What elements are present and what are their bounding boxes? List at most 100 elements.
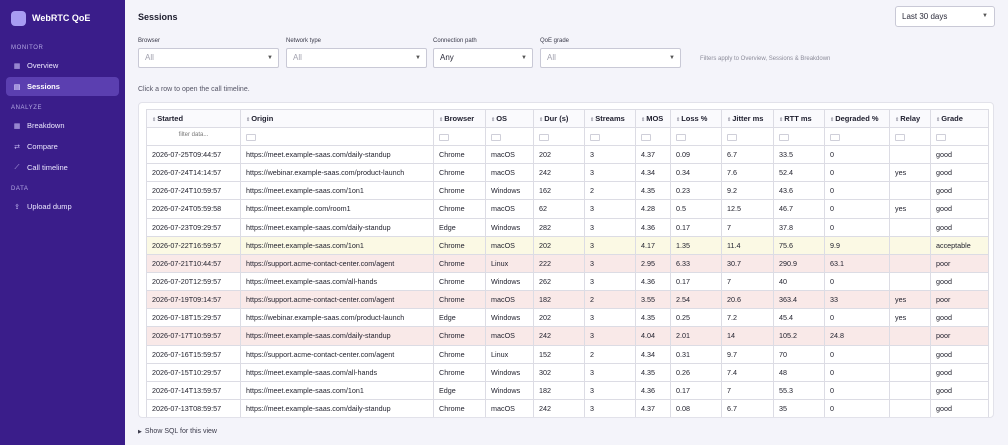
- table-row[interactable]: 2026-07-13T08:59:57 https://meet.example-…: [146, 398, 989, 417]
- column-filter-input[interactable]: filter data...: [178, 131, 209, 138]
- compare-icon: ⇄: [14, 143, 20, 151]
- column-header-degraded[interactable]: ⇕Degraded %: [824, 109, 890, 128]
- table-body: 2026-07-25T09:44:57 https://meet.example-…: [146, 144, 989, 417]
- grade-filter-label: QoE grade: [540, 38, 570, 44]
- column-filter-toggle[interactable]: [641, 133, 651, 141]
- table-cell: 3: [584, 271, 636, 292]
- table-cell: Chrome: [433, 344, 486, 364]
- table-cell: Edge: [433, 308, 486, 328]
- table-cell: 4.35: [635, 181, 671, 201]
- column-header-grade[interactable]: ⇕Grade: [930, 109, 989, 128]
- table-row[interactable]: 2026-07-24T10:59:57 https://meet.example-…: [146, 181, 989, 201]
- column-filter-toggle[interactable]: [676, 133, 686, 141]
- column-header-mos[interactable]: ⇕MOS: [635, 109, 671, 128]
- table-row[interactable]: 2026-07-19T09:14:57 https://support.acme-…: [146, 290, 989, 310]
- table-cell: 2026-07-20T12:59:57: [146, 271, 241, 292]
- sidebar-item-sessions[interactable]: ▤ Sessions: [6, 77, 119, 96]
- grade-select[interactable]: All ▼: [540, 48, 681, 68]
- table-cell: 7.4: [721, 362, 774, 382]
- column-header-started[interactable]: ⇕Started: [146, 109, 241, 128]
- table-cell: 0: [824, 362, 890, 382]
- table-cell: 45.4: [773, 308, 825, 328]
- table-cell: 14: [721, 326, 774, 346]
- table-cell: 1.35: [670, 235, 722, 255]
- column-header-dur-s[interactable]: ⇕Dur (s): [533, 109, 585, 128]
- table-cell: Linux: [485, 253, 534, 273]
- column-filter-toggle[interactable]: [830, 133, 840, 141]
- column-header-relay[interactable]: ⇕Relay: [889, 109, 931, 128]
- table-cell: macOS: [485, 163, 534, 183]
- table-row[interactable]: 2026-07-20T12:59:57 https://meet.example-…: [146, 271, 989, 292]
- column-header-origin[interactable]: ⇕Origin: [240, 109, 434, 128]
- table-row[interactable]: 2026-07-24T05:59:58 https://meet.example.…: [146, 199, 989, 219]
- table-cell: 7: [721, 380, 774, 400]
- column-filter-toggle[interactable]: [590, 133, 600, 141]
- connection-select[interactable]: Any ▼: [433, 48, 533, 68]
- table-cell: 35: [773, 398, 825, 417]
- column-filter-toggle[interactable]: [727, 133, 737, 141]
- column-filter-toggle[interactable]: [491, 133, 501, 141]
- main-content: Sessions Last 30 days ▼ Browser All ▼ Ne…: [125, 0, 1008, 445]
- table-cell: macOS: [485, 398, 534, 417]
- browser-select[interactable]: All ▼: [138, 48, 279, 68]
- table-cell: 20.6: [721, 290, 774, 310]
- column-filter-cell: filter data...: [146, 127, 241, 146]
- table-cell: 262: [533, 271, 585, 292]
- column-filter-toggle[interactable]: [539, 133, 549, 141]
- app-name: WebRTC QoE: [32, 13, 91, 23]
- sort-icon: ⇕: [439, 117, 444, 123]
- column-filter-toggle[interactable]: [246, 133, 256, 141]
- table-cell: https://support.acme-contact-center.com/…: [240, 344, 434, 364]
- table-row[interactable]: 2026-07-14T13:59:57 https://meet.example-…: [146, 380, 989, 400]
- column-header-loss[interactable]: ⇕Loss %: [670, 109, 722, 128]
- table-row[interactable]: 2026-07-16T15:59:57 https://support.acme-…: [146, 344, 989, 364]
- table-row[interactable]: 2026-07-21T10:44:57 https://support.acme-…: [146, 253, 989, 273]
- column-header-rtt-ms[interactable]: ⇕RTT ms: [773, 109, 825, 128]
- table-cell: 2.54: [670, 290, 722, 310]
- sidebar-item-compare[interactable]: ⇄ Compare: [6, 137, 119, 156]
- column-filter-cell: [824, 127, 890, 146]
- chevron-down-icon: ▼: [267, 55, 273, 61]
- network-filter-label: Network type: [286, 38, 322, 44]
- table-cell: 2026-07-19T09:14:57: [146, 290, 241, 310]
- table-row[interactable]: 2026-07-25T09:44:57 https://meet.example-…: [146, 144, 989, 165]
- column-header-label: Started: [157, 114, 184, 123]
- table-cell: Chrome: [433, 163, 486, 183]
- nav-section-title: DATA: [11, 186, 29, 192]
- show-sql-toggle[interactable]: ▶ Show SQL for this view: [138, 428, 217, 435]
- network-select[interactable]: All ▼: [286, 48, 427, 68]
- sidebar-item-breakdown[interactable]: ▦ Breakdown: [6, 116, 119, 135]
- caret-right-icon: ▶: [138, 429, 142, 435]
- sort-icon: ⇕: [152, 117, 157, 123]
- sidebar-item-upload-dump[interactable]: ⇪ Upload dump: [6, 197, 119, 216]
- table-cell: Edge: [433, 217, 486, 237]
- table-cell: 2: [584, 344, 636, 364]
- date-range-select[interactable]: Last 30 days ▼: [895, 6, 995, 27]
- column-header-streams[interactable]: ⇕Streams: [584, 109, 636, 128]
- brand[interactable]: WebRTC QoE: [0, 0, 125, 36]
- table-cell: 2.01: [670, 326, 722, 346]
- column-header-jitter-ms[interactable]: ⇕Jitter ms: [721, 109, 774, 128]
- column-header-browser[interactable]: ⇕Browser: [433, 109, 486, 128]
- table-cell: 242: [533, 398, 585, 417]
- table-row[interactable]: 2026-07-18T15:29:57 https://webinar.examp…: [146, 308, 989, 328]
- table-row[interactable]: 2026-07-22T16:59:57 https://meet.example-…: [146, 235, 989, 255]
- column-filter-toggle[interactable]: [439, 133, 449, 141]
- table-row[interactable]: 2026-07-24T14:14:57 https://webinar.examp…: [146, 163, 989, 183]
- column-header-os[interactable]: ⇕OS: [485, 109, 534, 128]
- table-cell: acceptable: [930, 235, 989, 255]
- column-filter-toggle[interactable]: [895, 133, 905, 141]
- table-row[interactable]: 2026-07-15T10:29:57 https://meet.example-…: [146, 362, 989, 382]
- table-row[interactable]: 2026-07-23T09:29:57 https://meet.example-…: [146, 217, 989, 237]
- sidebar-item-overview[interactable]: ▦ Overview: [6, 56, 119, 75]
- table-cell: [889, 398, 931, 417]
- table-cell: https://webinar.example-saas.com/product…: [240, 163, 434, 183]
- table-cell: Chrome: [433, 362, 486, 382]
- column-filter-toggle[interactable]: [936, 133, 946, 141]
- chevron-down-icon: ▼: [521, 55, 527, 61]
- table-row[interactable]: 2026-07-17T10:59:57 https://meet.example-…: [146, 326, 989, 346]
- column-filter-toggle[interactable]: [779, 133, 789, 141]
- table-cell: 6.7: [721, 398, 774, 417]
- table-cell: 242: [533, 163, 585, 183]
- sidebar-item-call-timeline[interactable]: ⟋ Call timeline: [6, 158, 119, 177]
